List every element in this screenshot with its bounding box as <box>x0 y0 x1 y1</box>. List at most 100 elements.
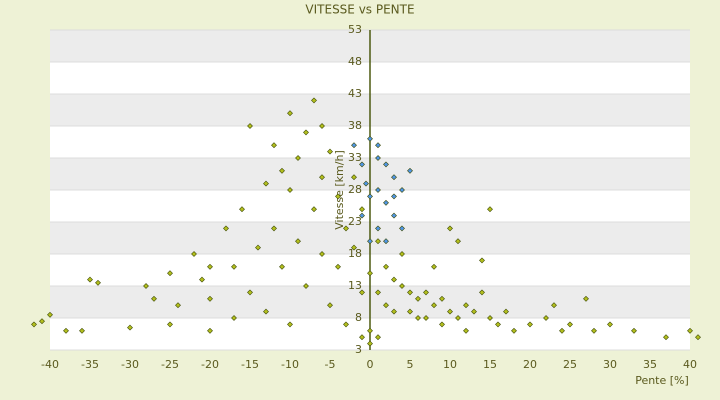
point <box>559 327 565 334</box>
point <box>167 321 173 328</box>
point <box>423 289 429 296</box>
point <box>375 334 381 341</box>
point <box>631 327 637 334</box>
point <box>503 308 509 315</box>
point <box>447 308 453 315</box>
point <box>271 142 277 149</box>
x-tick-label: -20 <box>201 358 219 371</box>
point <box>247 123 253 129</box>
point <box>423 315 429 321</box>
point <box>391 212 397 219</box>
point <box>399 187 405 193</box>
point <box>415 295 421 302</box>
y-tick-label: 28 <box>348 183 362 196</box>
point <box>191 251 197 257</box>
point <box>327 302 333 309</box>
x-tick-label: -25 <box>161 358 179 371</box>
point <box>63 327 69 334</box>
point <box>407 167 413 174</box>
y-tick-label: 43 <box>348 87 362 100</box>
y-tick-label: 3 <box>355 343 362 356</box>
point <box>351 174 357 181</box>
point <box>207 263 213 270</box>
point <box>383 238 389 245</box>
x-tick-label: -35 <box>81 358 99 371</box>
point <box>231 315 237 321</box>
point <box>359 289 365 296</box>
point <box>375 238 381 245</box>
point <box>407 289 413 296</box>
point <box>415 315 421 321</box>
point <box>391 174 397 181</box>
point <box>335 193 341 200</box>
point <box>319 123 325 129</box>
point <box>327 148 333 155</box>
point <box>351 142 357 149</box>
chart-title: VITESSE vs PENTE <box>305 3 414 17</box>
point <box>207 327 213 334</box>
point <box>255 244 261 251</box>
point <box>367 327 373 334</box>
point <box>335 263 341 270</box>
point <box>495 321 501 328</box>
point <box>271 225 277 232</box>
point <box>295 155 301 161</box>
point <box>359 206 365 213</box>
point <box>487 315 493 321</box>
y-tick-label: 38 <box>348 119 362 132</box>
point <box>463 327 469 334</box>
point <box>399 251 405 257</box>
x-tick-label: -15 <box>241 358 259 371</box>
point <box>287 321 293 328</box>
point <box>319 251 325 257</box>
point <box>279 167 285 174</box>
y-tick-label: 53 <box>348 23 362 36</box>
x-tick-label: 30 <box>603 358 617 371</box>
point <box>363 180 369 187</box>
point <box>391 276 397 283</box>
point <box>479 289 485 296</box>
point <box>247 289 253 296</box>
point <box>263 308 269 315</box>
point <box>127 324 133 331</box>
x-tick-label: 15 <box>483 358 497 371</box>
point <box>79 327 85 334</box>
point <box>359 334 365 341</box>
point <box>431 302 437 309</box>
point <box>663 334 669 341</box>
x-tick-label: -30 <box>121 358 139 371</box>
point <box>279 263 285 270</box>
y-tick-label: 48 <box>348 55 362 68</box>
point <box>447 225 453 232</box>
point <box>375 142 381 149</box>
point <box>167 270 173 277</box>
point <box>511 327 517 334</box>
point <box>367 135 373 142</box>
point <box>527 321 533 328</box>
point <box>439 295 445 302</box>
x-tick-label: 35 <box>643 358 657 371</box>
point <box>367 270 373 277</box>
x-tick-label: 5 <box>407 358 414 371</box>
point <box>383 161 389 168</box>
point <box>367 340 373 347</box>
point <box>375 187 381 193</box>
point <box>295 238 301 245</box>
point <box>287 187 293 193</box>
y-axis-label: Vitesse [km/h] <box>333 150 346 230</box>
y-tick-label: 33 <box>348 151 362 164</box>
point <box>151 295 157 302</box>
point <box>375 155 381 161</box>
point <box>463 302 469 309</box>
point <box>383 263 389 270</box>
point <box>87 276 93 283</box>
point <box>391 308 397 315</box>
point <box>311 97 317 104</box>
point <box>303 283 309 289</box>
point <box>479 257 485 264</box>
point <box>471 308 477 315</box>
point <box>47 311 53 318</box>
point <box>175 302 181 309</box>
point <box>695 334 701 341</box>
y-tick-label: 13 <box>348 279 362 292</box>
